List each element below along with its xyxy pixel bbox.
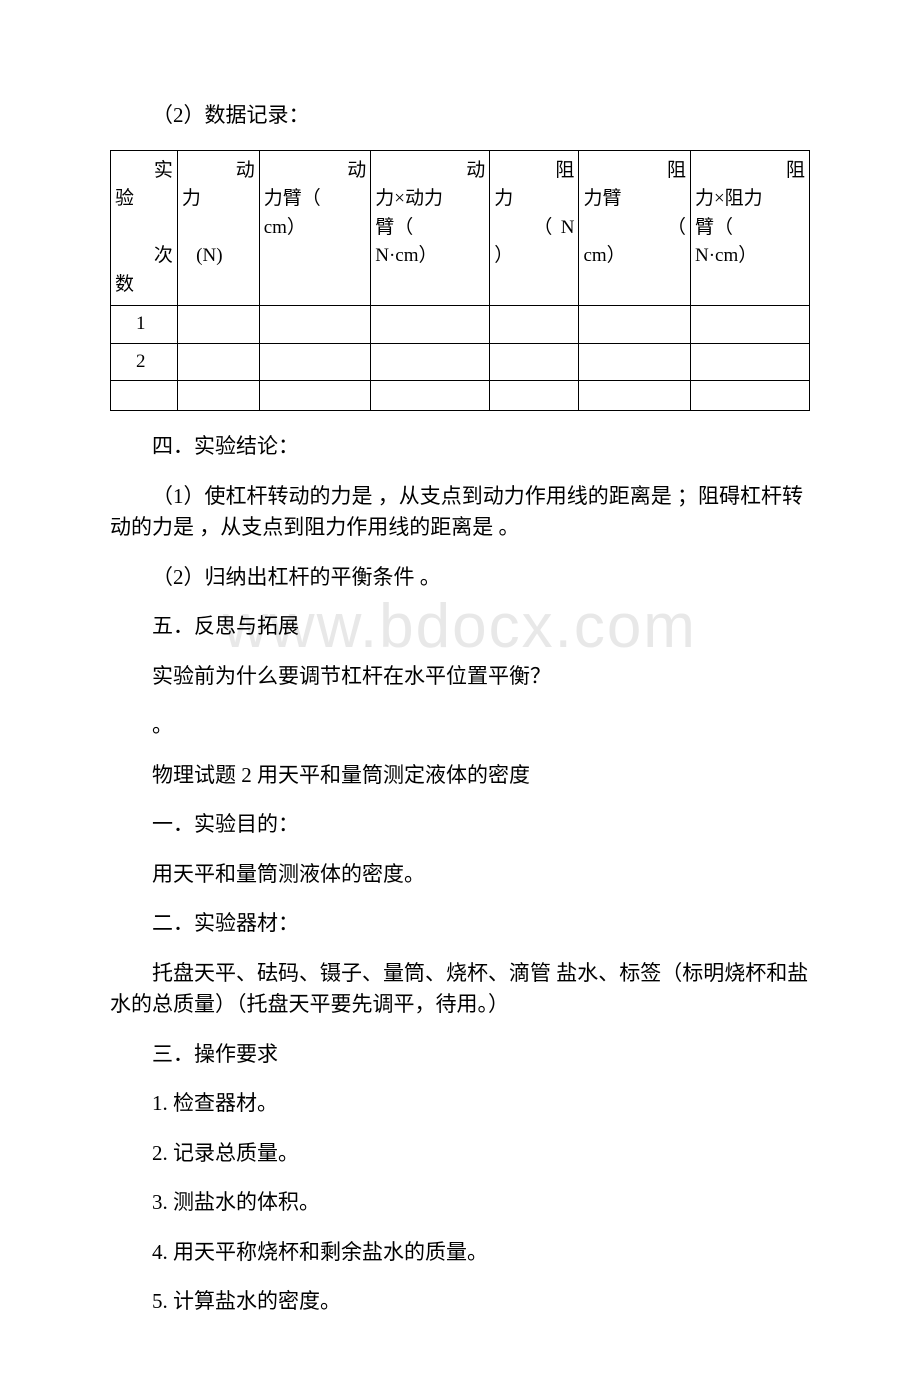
exp2-s3-2: 2. 记录总质量。 (110, 1138, 810, 1170)
exp2-s3-1: 1. 检查器材。 (110, 1088, 810, 1120)
table-cell (490, 306, 579, 344)
exp2-s3-3: 3. 测盐水的体积。 (110, 1187, 810, 1219)
section4-item2: （2）归纳出杠杆的平衡条件 。 (110, 562, 810, 594)
exp2-s1-body: 用天平和量筒测液体的密度。 (110, 859, 810, 891)
table-cell (371, 343, 490, 381)
table-cell (579, 306, 691, 344)
table-cell (259, 343, 371, 381)
header-cell-3: 动 力臂（ cm） (259, 150, 371, 306)
table-cell (371, 381, 490, 411)
data-record-label: （2）数据记录： (110, 100, 810, 132)
section4-title: 四．实验结论： (110, 431, 810, 463)
table-cell (579, 343, 691, 381)
table-cell (690, 343, 809, 381)
table-cell (111, 381, 178, 411)
exp2-s3-title: 三．操作要求 (110, 1039, 810, 1071)
table-cell (371, 306, 490, 344)
table-cell (490, 343, 579, 381)
header-cell-2: 动 力 (N) (177, 150, 259, 306)
section4-item1: （1）使杠杆转动的力是 ，从支点到动力作用线的距离是 ；阻碍杠杆转动的力是 ，从… (110, 481, 810, 544)
table-cell (690, 306, 809, 344)
header-cell-1: 实 验 次 数 (111, 150, 178, 306)
document-content: （2）数据记录： 实 验 次 数 动 力 (N) 动 力臂（ cm） (110, 100, 810, 1318)
table-cell (177, 343, 259, 381)
header-cell-4: 动 力×动力 臂（ N·cm） (371, 150, 490, 306)
table-cell (490, 381, 579, 411)
table-row (111, 381, 810, 411)
exp2-s2-body: 托盘天平、砝码、镊子、量筒、烧杯、滴管 盐水、标签（标明烧杯和盐水的总质量）（托… (110, 958, 810, 1021)
data-table: 实 验 次 数 动 力 (N) 动 力臂（ cm） 动 力×动力 臂（ (110, 150, 810, 412)
table-header-row: 实 验 次 数 动 力 (N) 动 力臂（ cm） 动 力×动力 臂（ (111, 150, 810, 306)
exp2-s3-4: 4. 用天平称烧杯和剩余盐水的质量。 (110, 1237, 810, 1269)
table-cell (177, 306, 259, 344)
section5-title: 五．反思与拓展 (110, 611, 810, 643)
exp2-s1-title: 一．实验目的： (110, 809, 810, 841)
table-cell: 2 (111, 343, 178, 381)
table-cell (259, 306, 371, 344)
exp2-title: 物理试题 2 用天平和量筒测定液体的密度 (110, 760, 810, 792)
header-cell-6: 阻 力臂 （ cm） (579, 150, 691, 306)
table-cell (690, 381, 809, 411)
section5-answer: 。 (152, 710, 810, 742)
table-cell (579, 381, 691, 411)
section5-question: 实验前为什么要调节杠杆在水平位置平衡？ (110, 661, 810, 693)
exp2-s2-title: 二．实验器材： (110, 908, 810, 940)
table-cell (177, 381, 259, 411)
header-cell-5: 阻 力 （N ） (490, 150, 579, 306)
table-row: 2 (111, 343, 810, 381)
header-cell-7: 阻 力×阻力 臂（ N·cm） (690, 150, 809, 306)
table-row: 1 (111, 306, 810, 344)
table-cell: 1 (111, 306, 178, 344)
table-cell (259, 381, 371, 411)
